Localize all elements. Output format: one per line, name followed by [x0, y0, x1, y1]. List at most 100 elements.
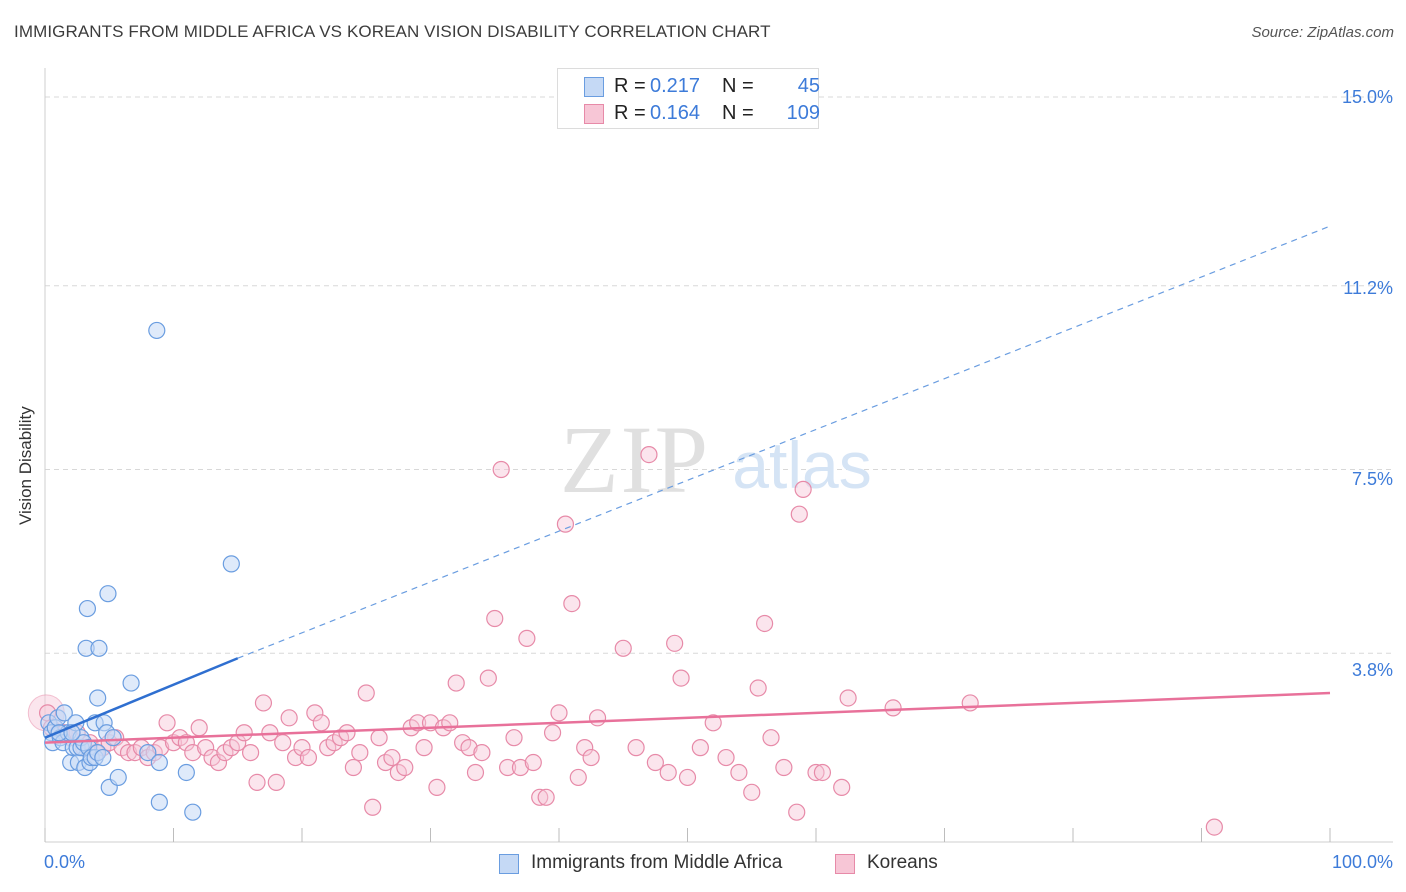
blue-point	[139, 743, 157, 762]
pink-point	[524, 753, 542, 772]
blue-point	[122, 674, 140, 692]
y-tick-label: 11.2%	[1343, 278, 1393, 298]
pink-point	[479, 669, 497, 687]
pink-point	[755, 614, 774, 633]
pink-point	[511, 758, 530, 777]
legend-r-value: 0.164	[650, 102, 701, 124]
pink-point	[672, 669, 690, 687]
pink-point	[884, 699, 902, 717]
pink-point	[646, 753, 664, 772]
legend-n-value: 109	[786, 102, 820, 124]
pink-point	[409, 714, 427, 732]
x-tick-label-min: 0.0%	[44, 852, 86, 872]
watermark-zip: ZIP	[560, 406, 710, 513]
pink-point	[338, 724, 356, 742]
pink-point	[717, 748, 735, 767]
pink-point	[209, 753, 228, 772]
pink-point	[119, 743, 138, 762]
pink-point	[794, 480, 812, 498]
pink-point	[839, 689, 857, 707]
series-legend-label: Koreans	[867, 852, 938, 873]
pink-point	[813, 763, 832, 782]
legend-swatch-pink	[584, 104, 604, 124]
pink-point	[582, 748, 600, 767]
pink-point	[807, 763, 825, 782]
pink-point	[197, 739, 215, 757]
legend-n-label: N =	[722, 75, 754, 97]
pink-point	[299, 748, 318, 767]
blue-point	[99, 585, 117, 603]
pink-point	[428, 778, 446, 796]
legend-n-value: 45	[797, 75, 820, 97]
blue-trend-line	[44, 657, 239, 739]
pink-point	[190, 719, 208, 737]
series-swatch-blue	[499, 854, 519, 874]
blue-point	[78, 599, 97, 618]
y-axis-label: Vision Disability	[16, 406, 35, 525]
source-label: Source: ZipAtlas.com	[1251, 24, 1394, 41]
series-swatch-pink	[835, 854, 855, 874]
blue-trend-extension	[237, 225, 1331, 659]
blue-point	[177, 763, 195, 782]
pink-point	[833, 778, 851, 796]
pink-point	[518, 629, 536, 647]
pink-point	[274, 734, 292, 752]
pink-point	[396, 758, 414, 777]
pink-point	[473, 743, 491, 762]
pink-point	[640, 446, 658, 464]
pink-point	[306, 704, 324, 722]
blue-point	[184, 803, 202, 821]
y-tick-label: 15.0%	[1341, 87, 1393, 107]
pink-point	[499, 758, 517, 777]
pink-point	[460, 739, 478, 757]
pink-point	[627, 739, 645, 757]
pink-point	[357, 684, 375, 702]
pink-point	[588, 709, 607, 727]
x-tick-label-max: 100.0%	[1331, 852, 1393, 872]
pink-point	[370, 729, 388, 747]
pink-point	[312, 714, 330, 732]
pink-point	[235, 724, 253, 742]
pink-point	[775, 758, 793, 777]
pink-point	[614, 639, 632, 657]
pink-point	[466, 763, 485, 782]
blue-point	[150, 793, 168, 811]
pink-point	[415, 739, 433, 757]
points-layer	[27, 321, 1223, 836]
pink-point	[743, 783, 761, 801]
pink-point	[158, 714, 176, 732]
legend-r-label: R =	[614, 102, 646, 124]
pink-point	[280, 709, 298, 727]
pink-point	[788, 803, 806, 821]
trend-layer	[44, 225, 1331, 744]
blue-point	[150, 753, 168, 772]
pink-point	[242, 743, 260, 762]
blue-point	[222, 555, 240, 573]
pink-point	[678, 768, 697, 787]
pink-point	[537, 788, 555, 806]
axis-layer	[44, 68, 1393, 843]
watermark: ZIP atlas	[560, 406, 872, 513]
watermark-atlas: atlas	[732, 428, 871, 502]
pink-point	[576, 739, 594, 757]
pink-point	[666, 634, 684, 652]
series-legend-label: Immigrants from Middle Africa	[531, 852, 783, 873]
pink-point	[550, 704, 568, 722]
pink-point	[248, 773, 266, 792]
blue-point	[55, 704, 73, 722]
pink-point	[730, 763, 748, 782]
pink-point	[749, 679, 767, 697]
pink-point	[531, 788, 549, 806]
pink-point	[267, 773, 285, 792]
pink-point	[286, 748, 305, 767]
pink-point	[659, 763, 677, 782]
pink-point	[569, 768, 587, 787]
pink-point	[563, 594, 581, 613]
chart-title: IMMIGRANTS FROM MIDDLE AFRICA VS KOREAN …	[14, 22, 771, 41]
pink-point	[447, 674, 465, 692]
pink-point	[1205, 818, 1223, 836]
y-tick-label: 7.5%	[1351, 469, 1393, 489]
pink-trend-line	[44, 691, 1331, 744]
blue-point	[109, 768, 127, 787]
